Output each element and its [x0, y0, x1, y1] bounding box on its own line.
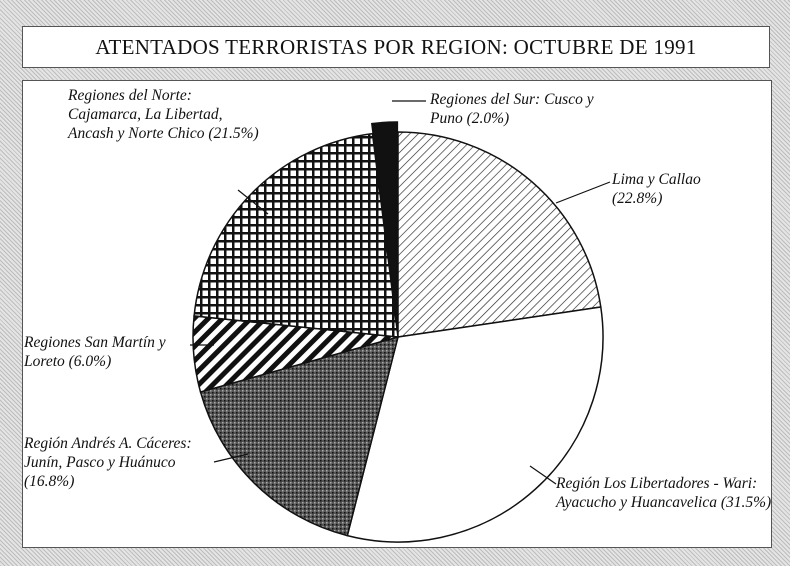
slice-label: Regiones San Martín y Loreto (6.0%) — [24, 333, 199, 371]
category-label: Regiones San Martín y Loreto — [24, 334, 166, 370]
value-label: (21.5%) — [208, 125, 259, 142]
pie-slice — [193, 132, 399, 338]
pie-slice — [346, 306, 604, 543]
slice-label: Región Andrés A. Cáceres: Junín, Pasco y… — [24, 434, 212, 491]
value-label: (16.8%) — [24, 473, 75, 490]
leader-line — [213, 453, 249, 463]
pie-slice — [370, 121, 399, 328]
value-label: (22.8%) — [612, 190, 663, 207]
value-label: (2.0%) — [466, 110, 510, 127]
value-label: (6.0%) — [68, 353, 112, 370]
chart-title: ATENTADOS TERRORISTAS POR REGION: OCTUBR… — [22, 26, 770, 68]
leader-line — [555, 181, 611, 204]
leader-line — [237, 189, 269, 215]
pie-slice — [397, 131, 602, 338]
pie-slice — [199, 335, 400, 537]
category-label: Regiones del Sur: Cusco y Puno — [430, 91, 594, 127]
leader-lines — [190, 100, 611, 485]
category-label: Lima y Callao — [612, 171, 701, 188]
category-label: Región Los Libertadores - Wari: Ayacucho… — [556, 475, 758, 511]
slice-label: Lima y Callao (22.8%) — [612, 170, 752, 208]
leader-line — [529, 465, 557, 485]
slice-label: Regiones del Norte: Cajamarca, La Libert… — [68, 86, 268, 143]
slice-label: Regiones del Sur: Cusco y Puno (2.0%) — [430, 90, 600, 128]
category-label: Región Andrés A. Cáceres: Junín, Pasco y… — [24, 435, 192, 471]
category-label: Regiones del Norte: Cajamarca, La Libert… — [68, 87, 223, 142]
slice-label: Región Los Libertadores - Wari: Ayacucho… — [556, 474, 782, 512]
value-label: (31.5%) — [720, 494, 772, 511]
